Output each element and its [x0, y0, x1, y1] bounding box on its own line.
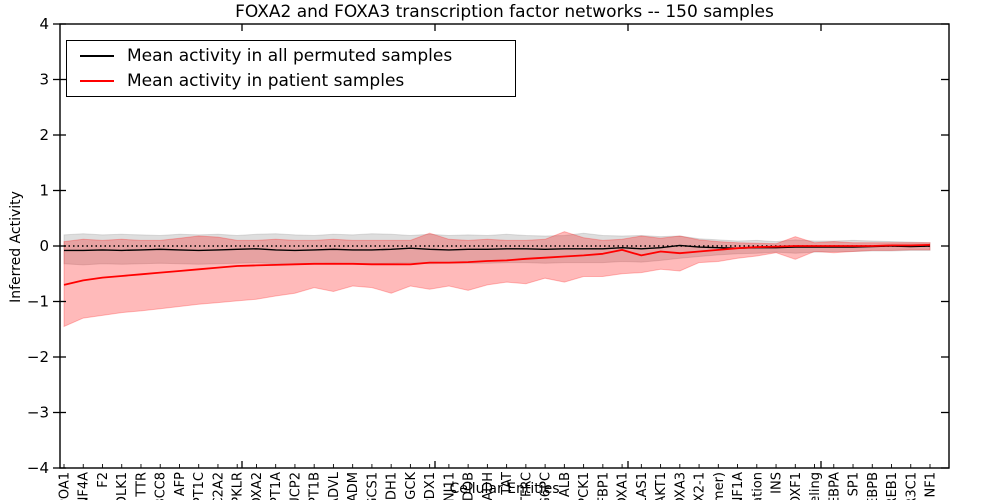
x-tick-label: CPT1A	[269, 472, 284, 500]
x-tick-label: ALB	[558, 472, 573, 497]
x-tick-label: ABCC8	[154, 472, 169, 500]
x-tick-label: TFRC	[519, 472, 534, 500]
x-tick-label: INS	[770, 472, 785, 494]
x-tick-label: HNF1A	[731, 472, 746, 500]
y-tick-label: 4	[39, 15, 49, 33]
x-tick-label: FOXF1	[789, 472, 804, 500]
permuted-line-swatch	[80, 54, 114, 57]
x-tick-label: UCP2	[288, 472, 303, 500]
y-tick-label: 0	[39, 237, 49, 255]
x-tick-label: HNF1A (dimer)	[712, 472, 727, 500]
x-tick-label: DLK1	[115, 472, 130, 500]
x-tick-label: FOXA3	[673, 472, 688, 500]
y-tick-label: −4	[27, 459, 49, 477]
x-tick-label: TAT	[500, 472, 515, 496]
x-tick-label: HADH	[481, 472, 496, 500]
y-tick-label: −2	[27, 348, 49, 366]
x-tick-label: KCNJ11	[442, 472, 457, 500]
x-tick-label: ACADM	[346, 472, 361, 500]
x-tick-label: GCK	[404, 472, 419, 500]
x-tick-label: ACADVL	[327, 471, 342, 500]
legend-label-patient: Mean activity in patient samples	[127, 71, 405, 92]
x-tick-label: response to starvation	[750, 472, 765, 500]
x-tick-label: TTR	[134, 472, 149, 498]
x-tick-label: AKT1	[654, 472, 669, 500]
x-tick-label: IGFBP1	[596, 472, 611, 500]
x-tick-label: PCK1	[577, 472, 592, 500]
x-tick-label: APOA1	[58, 472, 73, 500]
y-tick-label: −3	[27, 404, 49, 422]
x-tick-label: F2	[96, 472, 111, 488]
x-tick-label: SLC2A2	[211, 472, 226, 500]
x-tick-label: PDX1	[423, 472, 438, 500]
x-tick-label: NR3C1	[904, 472, 919, 500]
x-tick-label: HNF4A	[77, 472, 92, 500]
patient-band	[63, 231, 931, 328]
x-axis-label: Cellular Entities	[449, 481, 560, 497]
x-tick-label: HMGCS1	[365, 472, 380, 500]
x-tick-label: CEBPB	[866, 472, 881, 500]
x-tick-label: ALDOB	[462, 472, 477, 500]
x-tick-label: AFP	[173, 472, 188, 496]
patient-mean-line	[63, 244, 931, 286]
y-tick-label: −1	[27, 293, 49, 311]
x-tick-label: chromatin remodeling	[808, 472, 823, 500]
patient-line-swatch	[80, 80, 114, 83]
y-tick-label: 3	[39, 71, 49, 89]
x-tick-label: CREB1	[885, 472, 900, 500]
x-tick-label: SP1	[847, 472, 862, 496]
y-tick-label: 1	[39, 182, 49, 200]
x-tick-label: G6PC	[539, 472, 554, 500]
x-tick-label: FOXA1	[616, 472, 631, 500]
x-tick-label: CEBPA	[827, 472, 842, 500]
x-tick-label: NKX2-1	[693, 472, 708, 500]
legend: Mean activity in all permuted samples Me…	[66, 40, 516, 97]
x-tick-label: NF1	[924, 472, 939, 497]
permuted-mean-line	[64, 244, 931, 252]
x-tick-label: CPT1C	[192, 472, 207, 500]
y-tick-label: 2	[39, 126, 49, 144]
y-axis-label: Inferred Activity	[8, 191, 24, 303]
legend-entry-patient: Mean activity in patient samples	[67, 69, 515, 95]
legend-entry-permuted: Mean activity in all permuted samples	[67, 43, 515, 69]
legend-label-permuted: Mean activity in all permuted samples	[127, 45, 453, 66]
x-tick-label: CPT1B	[308, 472, 323, 500]
x-tick-label: BDH1	[385, 472, 400, 500]
x-tick-label: PKLR	[231, 472, 246, 500]
chart-title: FOXA2 and FOXA3 transcription factor net…	[235, 2, 774, 22]
x-tick-label: FOXA2	[250, 472, 265, 500]
x-tick-label: ALAS1	[635, 472, 650, 500]
